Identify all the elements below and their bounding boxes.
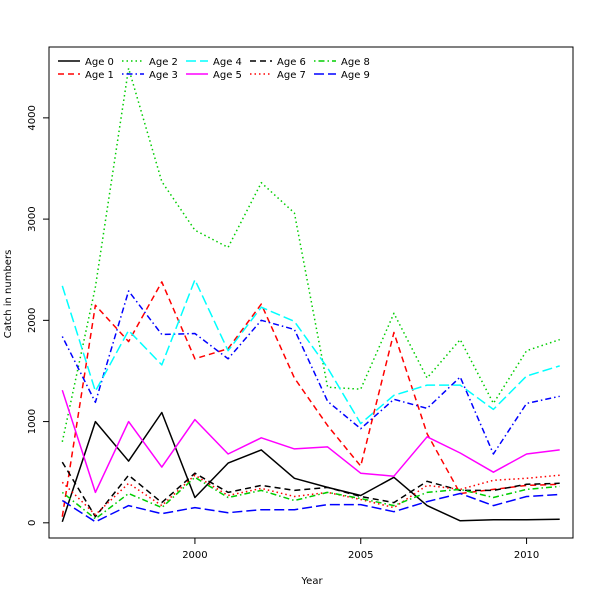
legend-label: Age 4: [213, 57, 242, 68]
series-line-age-3: [61, 290, 560, 455]
y-axis: 0 1000 2000 3000 4000: [27, 105, 49, 526]
legend-label: Age 1: [85, 70, 114, 81]
legend-label: Age 6: [277, 57, 306, 68]
y-tick-label: 4000: [27, 105, 38, 130]
legend-label: Age 2: [149, 57, 178, 68]
y-tick-label: 1000: [27, 409, 38, 434]
series-line-age-8: [61, 476, 560, 520]
series-line-age-5: [61, 389, 560, 494]
x-axis-label: Year: [300, 576, 323, 587]
x-tick-label: 2000: [182, 550, 207, 561]
series-line-age-4: [61, 279, 560, 425]
series-line-age-6: [61, 461, 560, 518]
legend-label: Age 8: [341, 57, 370, 68]
x-axis: 2000 2005 2010: [182, 538, 539, 561]
legend-label: Age 3: [149, 70, 178, 81]
legend: Age 0 Age 1 Age 2 Age 3 Age 4 Age 5 Age 6 Age 7…: [58, 57, 370, 81]
y-tick-label: 3000: [27, 206, 38, 231]
legend-label: Age 7: [277, 70, 306, 81]
legend-label: Age 5: [213, 70, 242, 81]
series-line-age-1: [61, 281, 560, 517]
series-line-age-9: [61, 492, 560, 523]
y-axis-label: Catch in numbers: [3, 250, 14, 339]
series-line-age-2: [61, 67, 560, 442]
series-lines: [61, 67, 560, 523]
legend-label: Age 0: [85, 57, 114, 68]
plot-frame: [48, 46, 574, 539]
x-tick-label: 2010: [514, 550, 539, 561]
y-tick-label: 0: [27, 520, 38, 526]
series-line-age-0: [61, 411, 560, 523]
x-tick-label: 2005: [348, 550, 373, 561]
legend-label: Age 9: [341, 70, 370, 81]
y-tick-label: 2000: [27, 308, 38, 333]
